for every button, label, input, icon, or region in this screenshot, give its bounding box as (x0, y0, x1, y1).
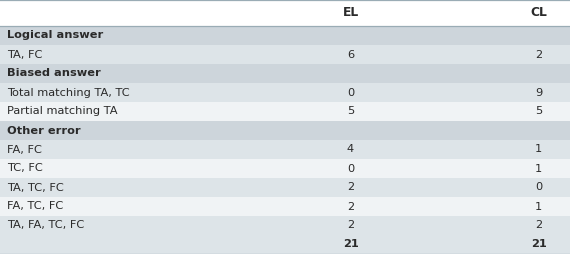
Text: TA, FC: TA, FC (7, 50, 42, 59)
Text: 1: 1 (535, 201, 542, 212)
Text: 5: 5 (535, 106, 542, 117)
FancyBboxPatch shape (0, 178, 570, 197)
FancyBboxPatch shape (0, 159, 570, 178)
FancyBboxPatch shape (0, 197, 570, 216)
Text: 2: 2 (347, 201, 354, 212)
Text: EL: EL (343, 7, 359, 20)
FancyBboxPatch shape (0, 83, 570, 102)
Text: 2: 2 (347, 220, 354, 230)
Text: 0: 0 (535, 183, 542, 193)
Text: 0: 0 (347, 164, 354, 173)
FancyBboxPatch shape (0, 26, 570, 45)
FancyBboxPatch shape (0, 64, 570, 83)
Text: 0: 0 (347, 87, 354, 98)
FancyBboxPatch shape (0, 235, 570, 254)
Text: Total matching TA, TC: Total matching TA, TC (7, 87, 129, 98)
Text: FA, FC: FA, FC (7, 145, 42, 154)
Text: 9: 9 (535, 87, 542, 98)
Text: 2: 2 (535, 220, 542, 230)
Text: 21: 21 (531, 240, 547, 249)
FancyBboxPatch shape (0, 102, 570, 121)
FancyBboxPatch shape (0, 216, 570, 235)
Text: 2: 2 (535, 50, 542, 59)
Text: 1: 1 (535, 145, 542, 154)
Text: 6: 6 (347, 50, 354, 59)
Text: TC, FC: TC, FC (7, 164, 43, 173)
Text: FA, TC, FC: FA, TC, FC (7, 201, 63, 212)
Text: Partial matching TA: Partial matching TA (7, 106, 117, 117)
Text: 4: 4 (347, 145, 354, 154)
Text: Logical answer: Logical answer (7, 30, 103, 40)
Text: 21: 21 (343, 240, 359, 249)
Text: Other error: Other error (7, 125, 80, 135)
Text: 2: 2 (347, 183, 354, 193)
FancyBboxPatch shape (0, 0, 570, 26)
FancyBboxPatch shape (0, 45, 570, 64)
FancyBboxPatch shape (0, 140, 570, 159)
Text: 1: 1 (535, 164, 542, 173)
Text: Biased answer: Biased answer (7, 69, 100, 78)
Text: TA, TC, FC: TA, TC, FC (7, 183, 64, 193)
Text: CL: CL (530, 7, 547, 20)
Text: 5: 5 (347, 106, 354, 117)
Text: TA, FA, TC, FC: TA, FA, TC, FC (7, 220, 84, 230)
FancyBboxPatch shape (0, 121, 570, 140)
